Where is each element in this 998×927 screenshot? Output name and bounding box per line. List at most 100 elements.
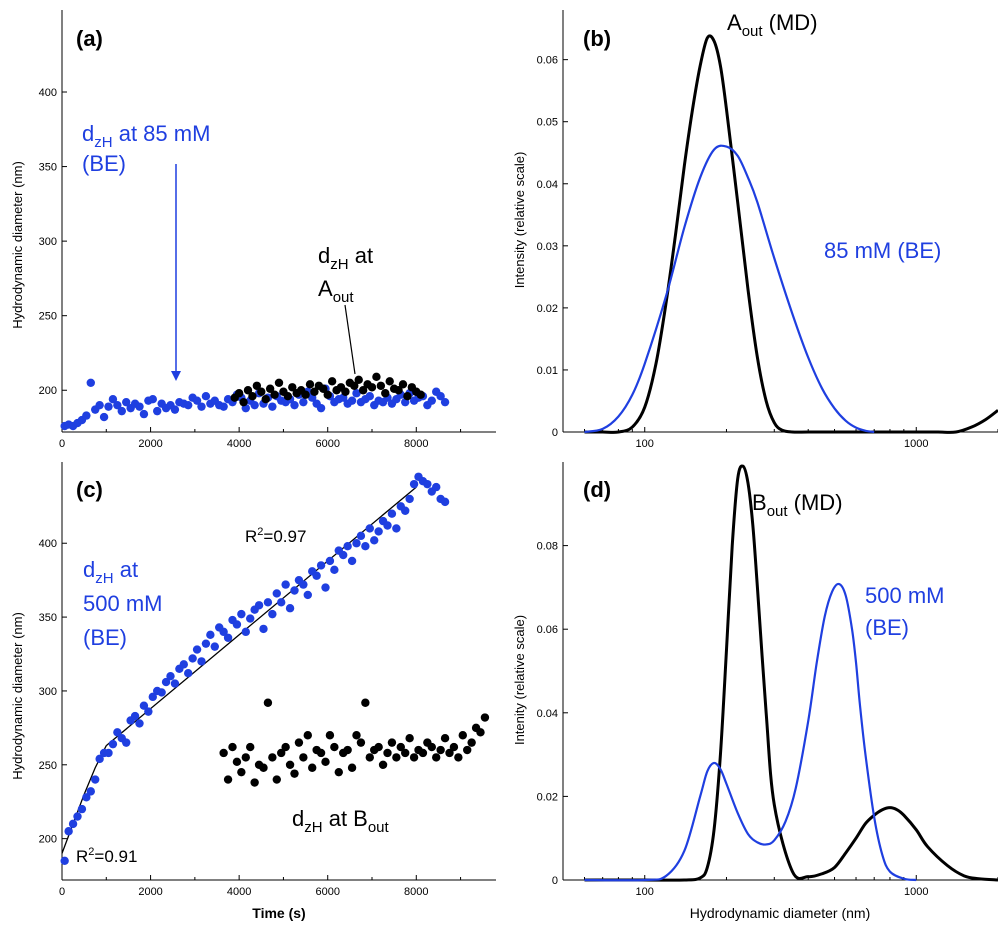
scatter-point — [153, 406, 162, 416]
scatter-point — [86, 787, 95, 796]
scatter-point — [321, 757, 330, 767]
panel-c-r2-fit-2: R2=0.97 — [245, 526, 306, 546]
annotation-text: B — [752, 490, 767, 515]
panel-c-annotation-500mm-line2: 500 mM — [83, 591, 162, 616]
scatter-point — [139, 701, 149, 710]
y-tick-label: 350 — [39, 162, 57, 174]
scatter-point — [130, 711, 140, 721]
scatter-point — [254, 601, 264, 610]
y-tick-label: 350 — [39, 612, 57, 624]
scatter-point — [232, 620, 242, 629]
scatter-point — [321, 583, 330, 592]
annotation-superscript: 2 — [257, 526, 263, 538]
scatter-point — [396, 742, 405, 752]
scatter-point — [250, 778, 259, 787]
scatter-point — [440, 497, 450, 507]
scatter-point — [308, 763, 317, 772]
scatter-point — [343, 745, 352, 755]
scatter-point — [372, 372, 381, 382]
annotation-text: at — [114, 557, 138, 582]
scatter-point — [290, 769, 299, 778]
scatter-point — [135, 719, 144, 728]
x-tick-label: 0 — [59, 438, 65, 450]
scatter-point — [170, 405, 180, 414]
series-line-black — [584, 34, 998, 434]
scatter-point — [283, 392, 293, 401]
scatter-point — [381, 389, 390, 398]
scatter-point — [117, 406, 126, 416]
scatter-point — [95, 400, 104, 410]
scatter-point — [248, 392, 257, 401]
scatter-point — [281, 742, 290, 752]
scatter-point — [323, 390, 332, 399]
scatter-point — [365, 753, 374, 762]
scatter-point — [239, 397, 248, 407]
scatter-point — [310, 387, 319, 396]
scatter-point — [458, 731, 467, 740]
x-tick-label: 2000 — [138, 438, 162, 450]
panel-c-chart: (c) Hydrodynamic diameter (nm) Time (s) … — [10, 462, 496, 921]
scatter-point — [91, 775, 100, 784]
scatter-point — [285, 604, 295, 613]
scatter-point — [232, 757, 242, 767]
scatter-point — [403, 392, 412, 401]
scatter-point — [405, 734, 414, 743]
scatter-point — [480, 713, 490, 722]
scatter-point — [378, 760, 388, 769]
annotation-subscript: out — [333, 289, 355, 306]
scatter-point — [82, 793, 91, 802]
panel-d-y-axis-title: Intenity (relative scale) — [512, 615, 527, 745]
y-tick-label: 0.06 — [537, 55, 558, 67]
annotation-text: =0.91 — [94, 847, 137, 866]
scatter-point — [436, 745, 445, 755]
scatter-point — [476, 728, 485, 737]
scatter-point — [201, 639, 211, 648]
scatter-point — [352, 731, 361, 740]
y-tick-label: 400 — [39, 87, 57, 99]
y-tick-label: 250 — [39, 760, 57, 772]
scatter-point — [104, 402, 113, 411]
panel-a-label: (a) — [76, 26, 103, 51]
scatter-point — [268, 609, 277, 619]
y-tick-label: 400 — [39, 538, 57, 550]
scatter-point — [243, 386, 253, 395]
panel-b-label: (b) — [583, 26, 611, 51]
y-tick-label: 0 — [552, 427, 558, 439]
scatter-point — [161, 677, 171, 687]
x-tick-label: 6000 — [315, 886, 339, 898]
scatter-point — [401, 506, 410, 515]
panel-a-arrowhead — [171, 371, 181, 381]
scatter-point — [113, 400, 122, 410]
panel-d-annotation-be: (BE) — [865, 615, 909, 640]
scatter-point — [312, 571, 321, 580]
scatter-point — [467, 738, 476, 747]
annotation-subscript: zH — [330, 256, 348, 273]
scatter-point — [385, 377, 394, 386]
scatter-point — [99, 412, 109, 422]
scatter-point — [281, 580, 290, 589]
scatter-point — [228, 742, 237, 752]
panel-c-r2-fit-1: R2=0.91 — [76, 846, 137, 866]
scatter-point — [268, 753, 277, 762]
scatter-point — [259, 763, 268, 772]
scatter-point — [188, 654, 197, 663]
y-tick-label: 200 — [39, 834, 57, 846]
x-tick-label: 2000 — [138, 886, 162, 898]
scatter-point — [316, 561, 326, 570]
scatter-point — [234, 389, 244, 398]
y-tick-label: 300 — [39, 686, 57, 698]
scatter-point — [184, 400, 193, 410]
scatter-point — [361, 698, 370, 707]
scatter-point — [219, 748, 228, 758]
scatter-point — [347, 396, 357, 405]
scatter-point — [148, 394, 157, 404]
scatter-point — [223, 633, 233, 642]
x-tick-label: 100 — [636, 438, 654, 450]
scatter-point — [334, 767, 343, 777]
y-tick-label: 0.08 — [537, 541, 558, 553]
annotation-subscript: zH — [304, 819, 322, 836]
scatter-point — [330, 565, 339, 575]
series-line-black — [584, 464, 998, 882]
scatter-point — [409, 479, 419, 489]
y-tick-label: 0.02 — [537, 791, 558, 803]
